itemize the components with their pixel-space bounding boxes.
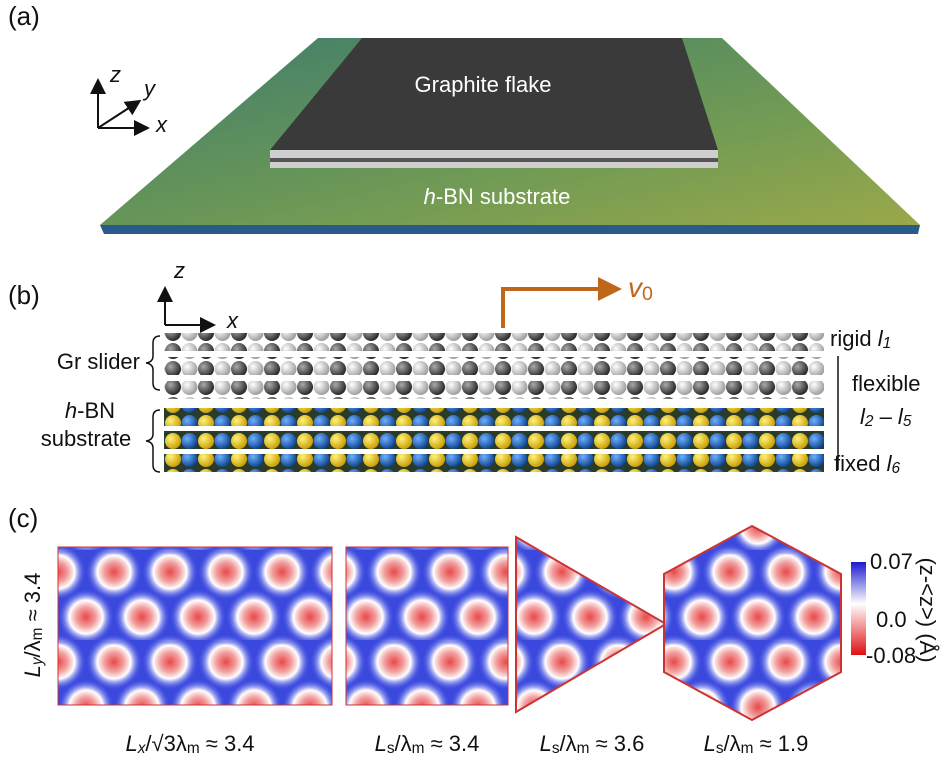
brace	[146, 410, 160, 472]
text-segment: m	[29, 627, 46, 640]
text-segment: m	[577, 740, 590, 757]
text-segment: L	[125, 731, 137, 756]
colorbar-label: (z-<z>) (Å)	[915, 557, 940, 662]
layer-label: fixed l6	[834, 451, 900, 477]
text-segment: ≈ 3.4	[200, 731, 255, 756]
substrate-label: h-BN substrate	[424, 184, 571, 209]
figure: (a) Graphite flake h-BN substrate z y x …	[0, 0, 942, 761]
axis-label: x	[226, 308, 239, 333]
text-segment: ≈ 3.4	[425, 731, 480, 756]
text-segment: /λ	[724, 731, 741, 756]
text-segment: -BN	[77, 398, 115, 423]
brace	[146, 336, 160, 390]
size-label: Ls/λm ≈ 3.6	[540, 731, 645, 757]
bn-layer	[164, 454, 824, 472]
axis-label: z	[109, 62, 121, 87]
axis-arrow	[98, 102, 138, 128]
text-segment: L	[20, 665, 45, 677]
text-segment: flexible	[852, 371, 920, 396]
heatmap	[58, 547, 332, 705]
velocity-label: v0	[628, 272, 653, 305]
text-segment: 1	[883, 335, 892, 352]
heatmap	[516, 537, 666, 712]
text-segment: /√3λ	[145, 731, 186, 756]
substrate-label: h-BN	[65, 398, 115, 423]
text-segment: fixed	[834, 451, 887, 476]
layer-label: flexible	[852, 371, 920, 396]
size-label: Ls/λm ≈ 3.4	[375, 731, 480, 757]
text-segment: ≈ 1.9	[754, 731, 809, 756]
colorbar	[851, 562, 866, 655]
velocity-arrow	[503, 289, 614, 328]
axis-label: x	[155, 112, 168, 137]
text-segment: L	[540, 731, 552, 756]
text-segment: /λ	[20, 640, 45, 657]
text-segment: substrate	[41, 426, 132, 451]
panel-label: (c)	[8, 503, 38, 533]
flake-label: Graphite flake	[415, 72, 552, 97]
text-segment: 0	[642, 283, 653, 305]
text-segment: m	[187, 740, 200, 757]
bn-layer	[164, 408, 824, 426]
bn-layer	[164, 431, 824, 449]
substrate-edge	[100, 225, 920, 234]
text-segment: -BN substrate	[436, 184, 571, 209]
layer-label: l2 – l5	[860, 404, 912, 430]
colorbar-tick: 0.0	[876, 607, 907, 632]
axis-label: z	[173, 258, 185, 283]
text-segment: 6	[891, 460, 900, 477]
text-segment: /λ	[560, 731, 577, 756]
side-label: Ly/λm ≈ 3.4	[20, 573, 46, 678]
text-segment: L	[704, 731, 716, 756]
text-segment: h	[65, 398, 77, 423]
text-segment: h	[424, 184, 436, 209]
slider-label: Gr slider	[57, 349, 140, 374]
colorbar-tick: 0.07	[870, 549, 913, 574]
flake-edge-line	[270, 158, 718, 162]
colorbar-tick: -0.08	[866, 643, 916, 668]
text-segment: m	[741, 740, 754, 757]
text-segment: L	[375, 731, 387, 756]
panel-label: (a)	[8, 1, 40, 31]
text-segment: m	[412, 740, 425, 757]
layer-label: rigid l1	[830, 326, 891, 352]
heatmap	[664, 526, 841, 720]
panel-label: (b)	[8, 280, 40, 310]
text-segment: rigid	[830, 326, 878, 351]
axis-label: y	[142, 76, 157, 101]
size-label: Ls/λm ≈ 1.9	[704, 731, 809, 757]
text-segment: 5	[903, 413, 912, 430]
graphite-layer	[164, 381, 824, 399]
text-segment: ≈ 3.4	[20, 573, 45, 628]
text-segment: /λ	[395, 731, 412, 756]
graphite-layer	[164, 333, 824, 351]
text-segment: ≈ 3.6	[590, 731, 645, 756]
substrate-label: substrate	[41, 426, 132, 451]
graphite-layer	[164, 357, 824, 375]
text-segment: –	[873, 404, 897, 429]
size-label: Lx/√3λm ≈ 3.4	[125, 731, 254, 757]
heatmap	[346, 547, 508, 705]
text-segment: 2	[864, 413, 874, 430]
